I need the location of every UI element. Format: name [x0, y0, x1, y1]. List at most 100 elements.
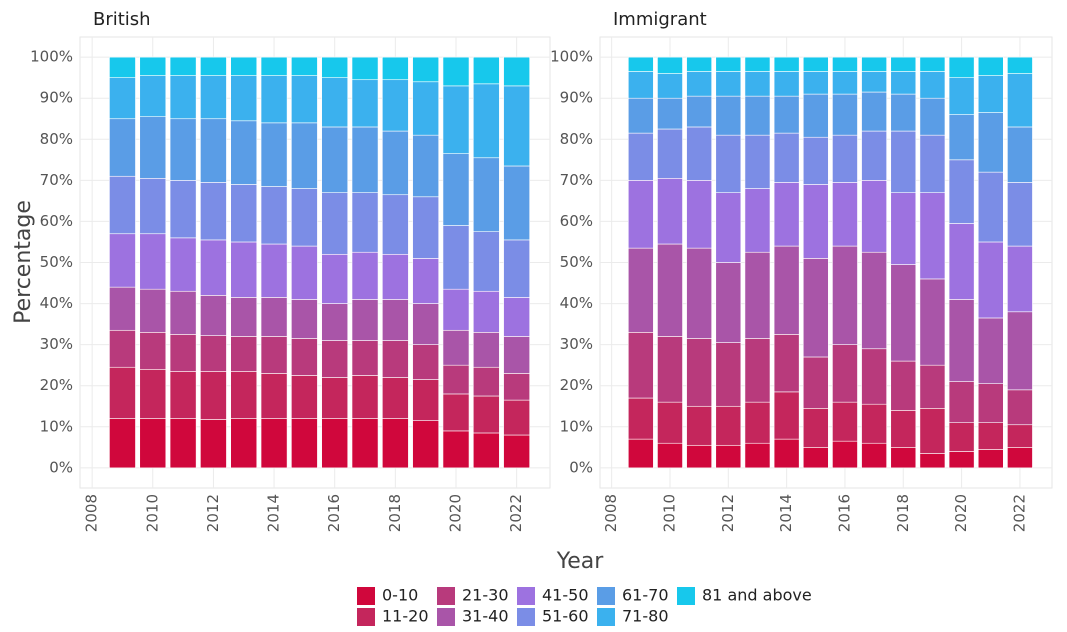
bar-segment	[744, 134, 771, 189]
legend-label: 51-60	[542, 607, 589, 626]
bar-segment	[472, 432, 500, 469]
bar-segment	[230, 297, 258, 337]
bar-segment	[948, 381, 975, 423]
bar-segment	[472, 366, 500, 397]
bar-segment	[351, 126, 379, 193]
bar-segment	[139, 177, 167, 235]
y-tick-label: 50%	[560, 253, 593, 271]
bar-segment	[744, 71, 771, 97]
bar-segment	[351, 299, 379, 341]
bar-segment	[412, 420, 440, 469]
bar-segment	[861, 91, 887, 132]
panel-title: Immigrant	[613, 9, 707, 30]
bar-segment	[715, 71, 742, 97]
bar-segment	[412, 196, 440, 259]
bar-segment	[744, 338, 771, 403]
bar-segment	[109, 118, 136, 177]
x-tick-label: 2008	[83, 494, 101, 532]
bar-segment	[773, 334, 800, 393]
bar-segment	[1007, 311, 1033, 391]
bar-segment	[919, 56, 946, 72]
bar-segment	[382, 377, 409, 419]
bar-segment	[802, 56, 829, 72]
bar-segment	[686, 180, 712, 249]
bar-segment	[802, 71, 829, 95]
bar-segment	[744, 188, 771, 253]
bar-segment	[627, 180, 654, 249]
y-tick-label: 70%	[40, 171, 73, 189]
bar-segment	[919, 453, 946, 469]
bar-segment	[230, 75, 258, 122]
bar-segment	[627, 132, 654, 181]
bar-segment	[139, 332, 167, 370]
bar-segment	[260, 56, 288, 76]
legend-label: 0-10	[382, 586, 418, 605]
bar-segment	[351, 192, 379, 253]
bar-segment	[472, 332, 500, 368]
bar-segment	[802, 447, 829, 469]
bar-segment	[715, 95, 742, 136]
bar-segment	[802, 356, 829, 409]
bar-segment	[412, 303, 440, 345]
bar-segment	[773, 132, 800, 183]
x-tick-label: 2020	[447, 494, 465, 532]
x-tick-label: 2022	[507, 494, 525, 532]
y-tick-label: 80%	[560, 130, 593, 148]
bar-segment	[442, 153, 470, 226]
bar-segment	[890, 71, 917, 95]
bar-segment	[412, 258, 440, 304]
bar-segment	[503, 165, 530, 241]
bar-segment	[773, 438, 800, 469]
legend-swatch	[437, 587, 455, 605]
bar-segment	[230, 120, 258, 185]
y-tick-label: 10%	[40, 417, 73, 435]
bar-segment	[321, 377, 349, 419]
x-tick-label: 2018	[894, 494, 912, 532]
bar-segment	[472, 395, 500, 434]
legend-swatch	[597, 608, 615, 626]
bar-segment	[977, 171, 1004, 243]
y-tick-label: 60%	[560, 212, 593, 230]
bar-segment	[321, 253, 349, 304]
legend-label: 21-30	[462, 586, 509, 605]
bar-segment	[715, 192, 742, 263]
bar-segment	[802, 136, 829, 185]
bar-segment	[382, 194, 409, 255]
bar-segment	[1007, 447, 1033, 469]
bar-segment	[200, 239, 227, 296]
x-tick-label: 2012	[204, 494, 222, 532]
bar-segment	[657, 243, 683, 337]
bar-segment	[744, 251, 771, 339]
x-tick-label: 2018	[386, 494, 404, 532]
bar-segment	[832, 344, 858, 403]
bar-segment	[200, 75, 227, 120]
bar-segment	[291, 245, 318, 300]
y-tick-label: 70%	[560, 171, 593, 189]
bar-segment	[442, 430, 470, 469]
bar-segment	[200, 419, 227, 469]
x-tick-label: 2014	[777, 494, 795, 532]
bar-segment	[1007, 424, 1033, 448]
bar-segment	[919, 408, 946, 454]
bar-segment	[472, 231, 500, 292]
bar-segment	[890, 192, 917, 265]
bar-segment	[919, 71, 946, 99]
bar-segment	[627, 97, 654, 134]
bar-segment	[744, 95, 771, 136]
bar-segment	[139, 56, 167, 76]
bar-segment	[382, 79, 409, 132]
bar-segment	[890, 447, 917, 469]
bar-segment	[109, 418, 136, 469]
bar-segment	[291, 188, 318, 247]
bar-segment	[260, 243, 288, 298]
legend-swatch	[357, 608, 375, 626]
bar-segment	[321, 126, 349, 193]
bar-segment	[412, 379, 440, 421]
bar-segment	[948, 422, 975, 452]
bar-segment	[890, 56, 917, 72]
bar-segment	[321, 340, 349, 378]
bar-segment	[260, 418, 288, 469]
bar-segment	[890, 93, 917, 132]
bar-segment	[1007, 56, 1033, 74]
bar-segment	[412, 56, 440, 83]
